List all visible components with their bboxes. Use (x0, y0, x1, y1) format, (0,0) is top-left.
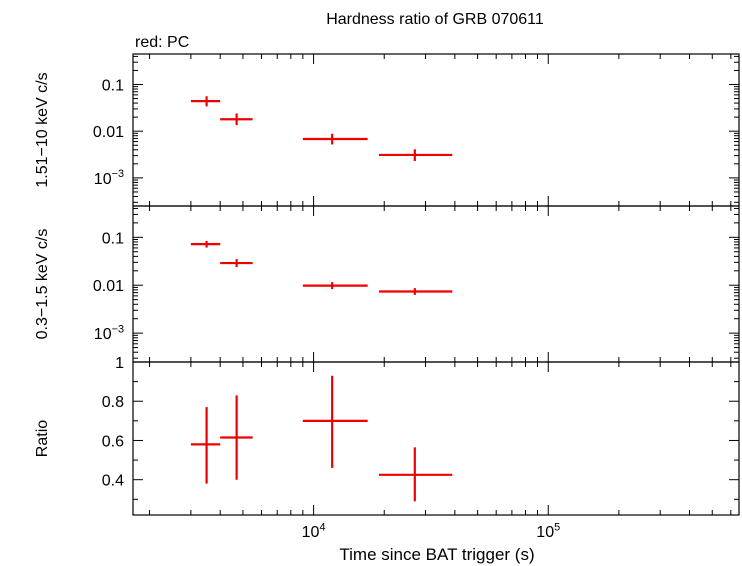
plot-frame (132, 205, 740, 363)
plot-frame (132, 53, 740, 207)
x-axis-label: Time since BAT trigger (s) (339, 545, 534, 564)
y-axis-label: 0.3−1.5 keV c/s (34, 229, 51, 340)
y-tick-label: 0.4 (102, 473, 124, 490)
chart-title: Hardness ratio of GRB 070611 (326, 11, 544, 28)
y-tick-label: 10−3 (94, 323, 124, 343)
y-axis-label: Ratio (34, 420, 51, 457)
y-axis-label: 1.51−10 keV c/s (34, 72, 51, 187)
y-tick-label: 1 (115, 355, 124, 372)
y-tick-label: 0.01 (93, 124, 124, 141)
y-tick-label: 0.1 (102, 78, 124, 95)
x-tick-label: 104 (302, 521, 326, 541)
panel-1: 0.1 0.01 10−3 1.51−10 keV c/s (34, 53, 740, 207)
y-tick-label: 0.1 (102, 230, 124, 247)
plot-frame (132, 361, 740, 516)
x-tick-label: 105 (536, 521, 560, 541)
series-note: red: PC (135, 34, 189, 51)
panel-3: 1 0.8 0.6 0.4 104 105 Ratio (34, 355, 740, 541)
y-tick-label: 0.6 (102, 433, 124, 450)
y-tick-label: 0.8 (102, 394, 124, 411)
y-tick-label: 10−3 (94, 168, 124, 188)
panel-2: 0.1 0.01 10−3 0.3−1.5 keV c/s (34, 205, 740, 363)
y-tick-label: 0.01 (93, 278, 124, 295)
